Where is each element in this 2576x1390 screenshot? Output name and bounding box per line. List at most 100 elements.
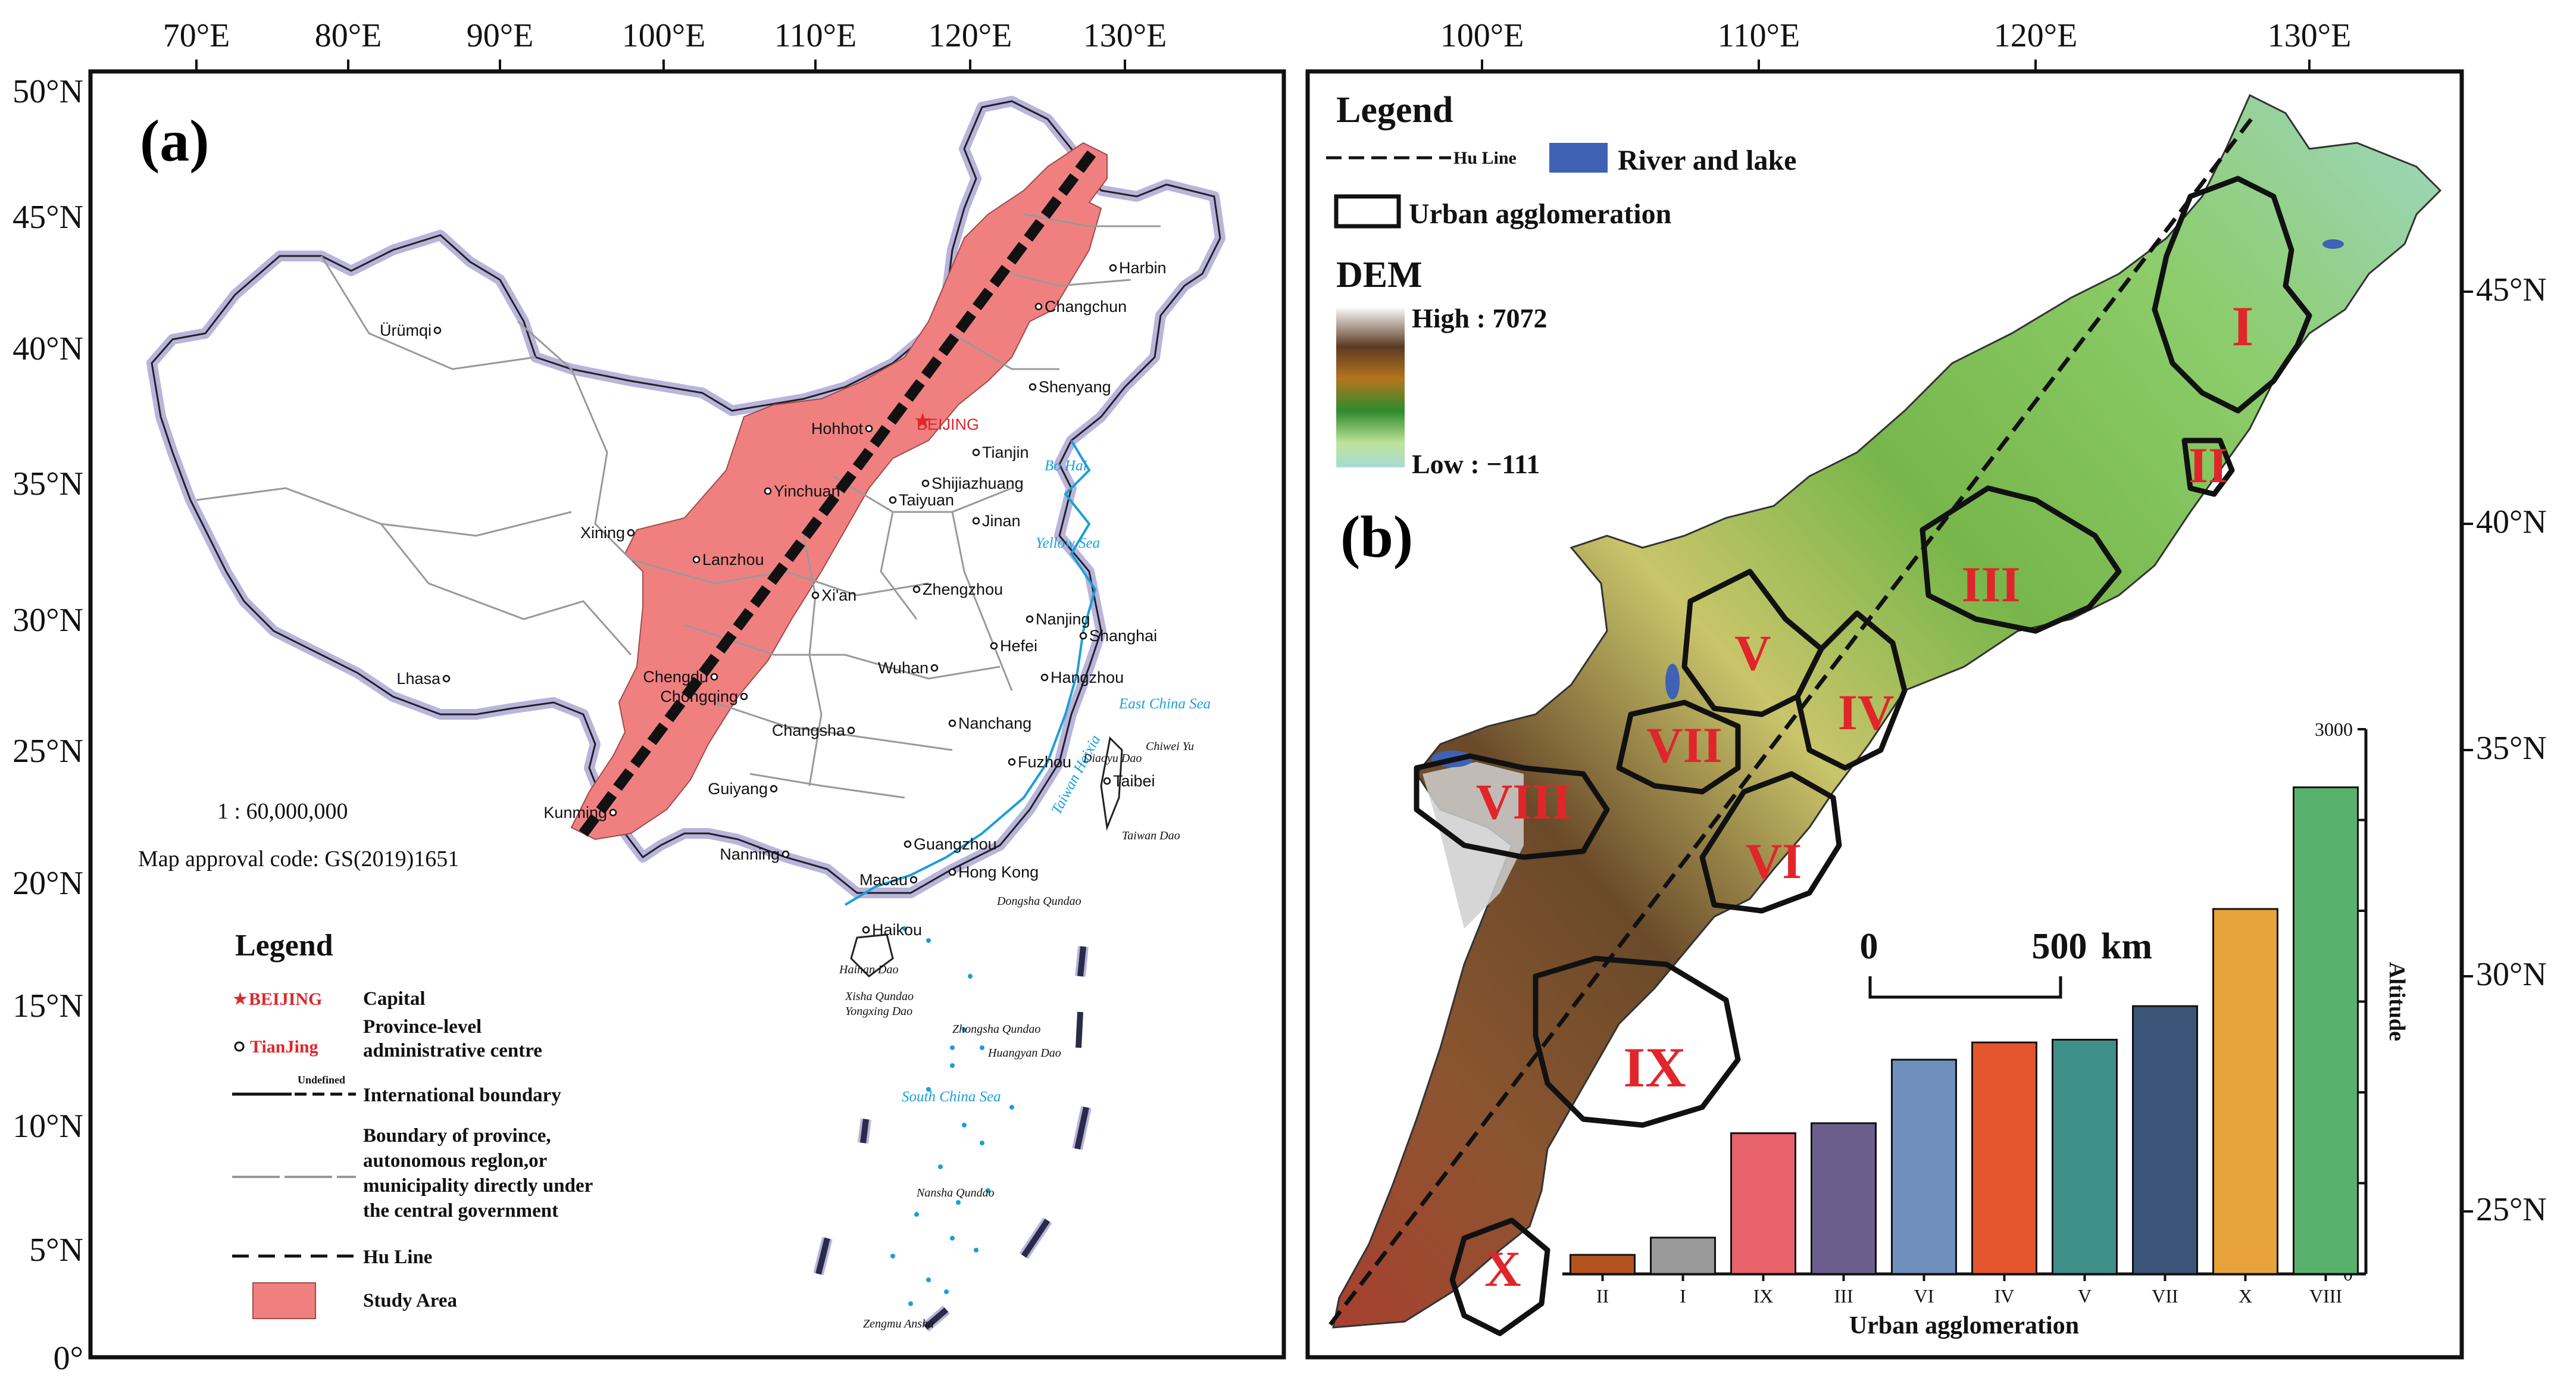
hainan [850,933,894,977]
circle-icon [234,1041,245,1052]
dem-gradient [1336,307,1405,467]
city-label: Nanning [720,845,780,863]
panel-b-lat-ticks: 45°N 40°N 35°N 30°N 25°N [2476,271,2547,1228]
region-label: V [1734,625,1771,681]
lat-tick: 35°N [12,466,83,502]
chart-x-label: Urban agglomeration [1849,1312,2079,1339]
city-marker [909,876,918,884]
city-marker [865,424,873,433]
x-tick-label: IX [1753,1285,1774,1307]
city-label: Macau [859,871,908,889]
region-label: VIII [1476,774,1572,830]
island-label: Nansha Qundao [916,1186,995,1200]
legend-undefined: Undefined [298,1074,345,1086]
ua-swatch [1334,194,1401,229]
city-marker [1026,615,1034,623]
island-label: Dongsha Qundao [996,895,1081,908]
city-marker [1028,383,1037,391]
region-label: X [1484,1241,1521,1297]
city-label: Lhasa [396,670,441,688]
altitude-bar-chart: Altitude Urban agglomeration 05001000150… [1562,719,2409,1339]
chart-y-label: Altitude [2384,962,2409,1041]
approval-text: Map approval code: GS(2019)1651 [138,847,459,872]
city-marker [972,517,980,525]
city-label: Shanghai [1089,627,1157,645]
legend-capital-sample: BEIJING [249,989,322,1009]
city-label: Fuzhou [1018,753,1071,771]
legend-study: Study Area [363,1290,457,1311]
region-label: I [2232,295,2254,358]
city-marker [433,326,442,335]
city-marker [847,726,855,735]
nine-dash-line [813,946,1092,1332]
urban-agglomeration-outlines [1414,176,2312,1336]
bar-i [1650,1236,1716,1275]
legend-river: River and lake [1618,145,1796,176]
city-label: Jinan [982,512,1021,530]
bar-viii [2293,786,2359,1275]
region-labels: I II III IV V VI VII VIII IX X [1476,295,2254,1297]
city-marker [972,448,980,457]
city-label: Changsha [772,721,846,739]
lon-tick: 110°E [1718,17,1800,54]
legend-province-1: Province-level [363,1016,482,1038]
legend-intl: International boundary [363,1085,561,1106]
taiwan [1100,736,1123,831]
lat-tick: 50°N [12,73,83,110]
lat-tick: 20°N [12,865,83,902]
panel-b-lon-ticks: 100°E 110°E 120°E 130°E [1440,17,2352,54]
city-marker [627,529,635,537]
lat-tick: 10°N [12,1108,83,1145]
region-label: VII [1646,717,1722,773]
city-label: Tianjin [982,443,1029,461]
scale-zero: 0 [1860,926,1878,967]
city-label: Guangzhou [914,835,997,853]
island-label: Yongxing Dao [845,1005,912,1018]
panel-a-lon-tickmarks [195,60,1126,71]
study-area-swatch [252,1282,316,1319]
hu-line-b [1328,111,2258,1326]
lake [1665,664,1680,699]
x-tick-label: I [1680,1285,1686,1307]
scale-bar-line [1868,976,2062,999]
x-tick-label: III [1834,1285,1853,1307]
x-tick-label: VIII [2309,1285,2342,1307]
lat-tick: 5°N [29,1232,83,1269]
bar-ii [1570,1254,1636,1275]
lon-tick: 100°E [622,17,706,54]
lat-tick: 30°N [12,602,83,639]
city-marker [912,585,921,594]
panel-a-legend: Legend ★ BEIJING Capital TianJing Provin… [232,929,593,1319]
panel-b-legend: Legend Hu Line River and lake Urban aggl… [1326,90,1796,479]
scale-bar: 0 500 km [1860,926,2152,999]
x-tick-label: IV [1994,1285,2015,1307]
lat-tick: 40°N [2476,504,2547,541]
city-marker [1109,264,1117,272]
lon-tick: 130°E [1083,17,1167,54]
island-label: Xisha Qundao [845,990,914,1003]
city-label: Chongqing [660,688,738,705]
city-marker [1034,302,1043,311]
legend-dem-title: DEM [1336,255,1423,295]
city-marker [1103,777,1111,785]
city-label: Hefei [1000,637,1037,655]
lat-tick: 15°N [12,988,83,1024]
legend-title: Legend [1336,90,1453,130]
sea-label: South China Sea [902,1089,1001,1105]
star-icon: ★ [914,410,931,432]
city-marker [781,850,790,858]
legend-prov-boundary-2: autonomous reglon,or [363,1150,547,1172]
city-label: Harbin [1119,259,1167,277]
coastline [844,439,1097,906]
legend-ua: Urban agglomeration [1409,198,1671,230]
legend-province-2: administrative centre [363,1040,542,1061]
city-marker [692,555,701,564]
legend-dem-low: Low : −111 [1412,449,1540,479]
city-label: Lanzhou [702,551,764,569]
lat-tick: 0° [54,1340,83,1377]
city-label: Taiyuan [899,491,954,509]
bar-iv [1971,1041,2037,1275]
city-label: Ürümqi [380,321,432,339]
bar-x [2212,908,2278,1275]
lon-tick: 110°E [774,17,857,54]
